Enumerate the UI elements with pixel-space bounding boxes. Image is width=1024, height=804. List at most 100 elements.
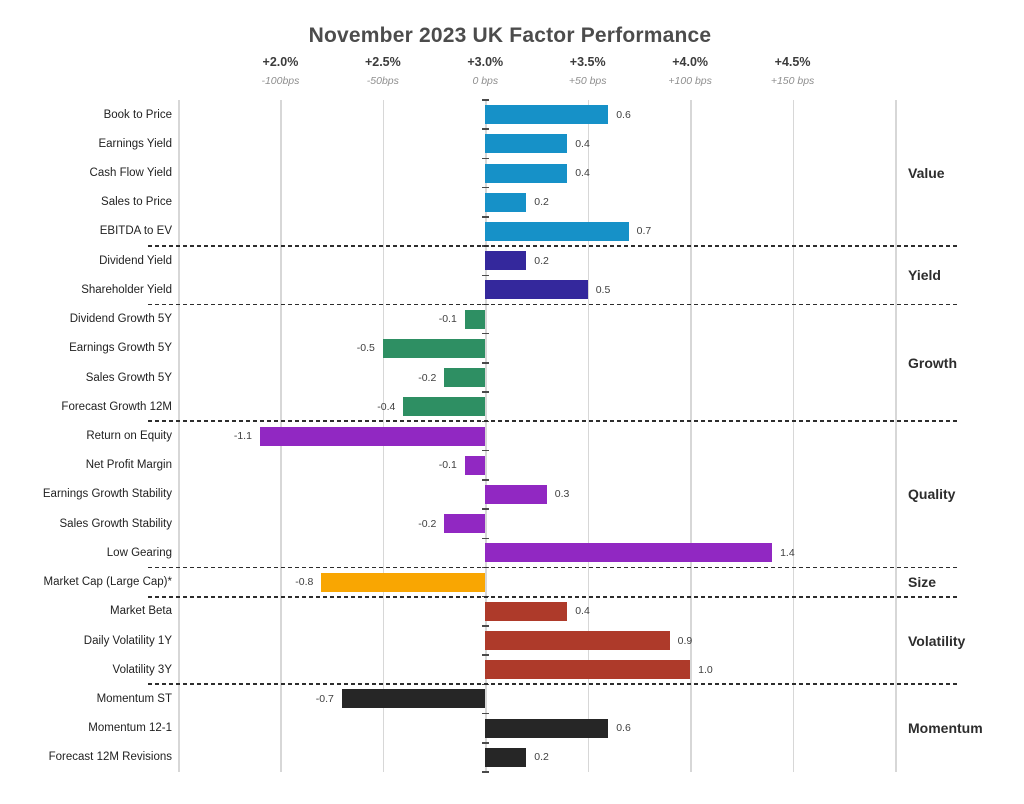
value-label: 1.4 [780,546,795,559]
bar-dividend-yield [485,251,527,271]
value-label: 0.6 [616,722,631,735]
zero-axis-tick [481,128,489,130]
axis-label-percent: +3.0% [467,55,504,69]
group-separator [148,683,960,686]
category-label-sales-growth-5y: Sales Growth 5Y [85,371,172,384]
category-label-shareholder-yield: Shareholder Yield [81,283,172,296]
category-label-momentum-st: Momentum ST [96,692,172,705]
zero-axis-tick [481,771,489,773]
category-label-sales-to-price: Sales to Price [101,196,172,209]
bar-momentum-12-1 [485,718,609,738]
category-label-momentum-12-1: Momentum 12-1 [88,722,172,735]
category-label-return-on-equity: Return on Equity [86,430,172,442]
gridline [178,100,180,772]
bar-forecast-12m-revisions [485,747,527,767]
group-separator [148,420,960,423]
bar-daily-volatility-1y [485,631,670,651]
gridline [690,100,692,772]
axis-label-percent: +2.5% [364,55,401,69]
group-separator [148,595,960,598]
category-label-net-profit-margin: Net Profit Margin [85,459,172,472]
value-label: 0.9 [677,634,693,647]
value-label: 0.4 [575,167,590,180]
zero-axis-tick [481,742,489,744]
value-label: -0.8 [295,576,314,589]
zero-axis-tick [481,712,489,715]
zero-axis-tick [481,99,489,101]
group-label-growth: Growth [908,354,957,371]
group-separator [148,245,960,247]
bar-low-gearing [485,543,773,563]
value-label: 0.6 [616,108,631,121]
bar-market-cap-large-cap [321,572,486,592]
group-label-quality: Quality [908,486,956,503]
group-label-value: Value [908,165,945,182]
zero-axis-tick [481,479,489,481]
zero-axis-tick [481,449,489,452]
axis-label-bps: -100bps [261,75,300,87]
value-label: 0.4 [575,137,590,150]
group-separator [148,566,960,569]
value-label: 0.3 [554,488,570,501]
zero-axis-tick [481,157,489,160]
gridline [485,100,487,772]
value-label: 0.2 [534,751,549,764]
category-label-market-cap-large-cap: Market Cap (Large Cap)* [43,576,172,589]
bar-cash-flow-yield [485,163,568,183]
bar-return-on-equity [259,426,486,446]
category-label-volatility-3y: Volatility 3Y [112,663,172,676]
axis-label-bps: +100 bps [668,75,712,87]
category-label-dividend-yield: Dividend Yield [99,254,172,267]
bar-book-to-price [485,105,609,125]
bar-forecast-growth-12m [403,397,486,417]
bar-market-beta [485,601,568,621]
value-label: -1.1 [233,430,252,442]
gridline [792,100,795,772]
bar-sales-growth-stability [444,514,486,534]
category-label-forecast-growth-12m: Forecast Growth 12M [61,400,172,413]
bar-sales-to-price [485,192,527,212]
axis-label-bps: +50 bps [568,75,607,87]
zero-axis-tick [481,508,489,510]
zero-axis-tick [481,537,489,539]
bar-dividend-growth-5y [464,309,486,329]
axis-label-percent: +4.5% [774,55,811,69]
zero-axis-tick [481,274,489,277]
value-label: -0.5 [356,342,375,355]
bar-net-profit-margin [464,455,486,475]
gridline [895,100,897,772]
value-label: 0.5 [595,283,611,296]
bar-earnings-yield [485,134,568,154]
category-label-earnings-growth-5y: Earnings Growth 5Y [69,342,172,355]
bar-earnings-growth-stability [485,484,547,504]
value-label: -0.4 [377,400,396,413]
gridline [587,100,590,772]
bar-shareholder-yield [485,280,588,300]
zero-axis-tick [481,362,489,364]
value-label: -0.7 [315,692,334,705]
value-label: 0.2 [534,196,549,209]
value-label: 0.2 [534,254,549,267]
category-label-earnings-yield: Earnings Yield [98,137,172,150]
value-label: 0.4 [575,605,590,618]
group-label-volatility: Volatility [908,632,966,649]
bar-sales-growth-5y [444,368,486,388]
category-label-book-to-price: Book to Price [103,108,172,121]
zero-axis-tick [481,216,489,218]
category-label-low-gearing: Low Gearing [106,546,172,559]
group-separator [148,303,960,306]
zero-axis-tick [481,654,489,656]
group-label-size: Size [908,574,937,591]
category-label-daily-volatility-1y: Daily Volatility 1Y [83,634,172,647]
group-label-momentum: Momentum [908,720,983,737]
axis-label-percent: +2.0% [262,55,299,69]
value-label: -0.1 [438,459,457,472]
axis-label-bps: -50bps [366,75,399,87]
category-label-market-beta: Market Beta [110,605,172,618]
value-label: 0.7 [636,225,652,238]
chart-title: November 2023 UK Factor Performance [308,24,712,47]
bar-ebitda-to-ev [485,221,629,241]
axis-label-percent: +3.5% [569,55,606,69]
category-label-cash-flow-yield: Cash Flow Yield [89,167,172,180]
